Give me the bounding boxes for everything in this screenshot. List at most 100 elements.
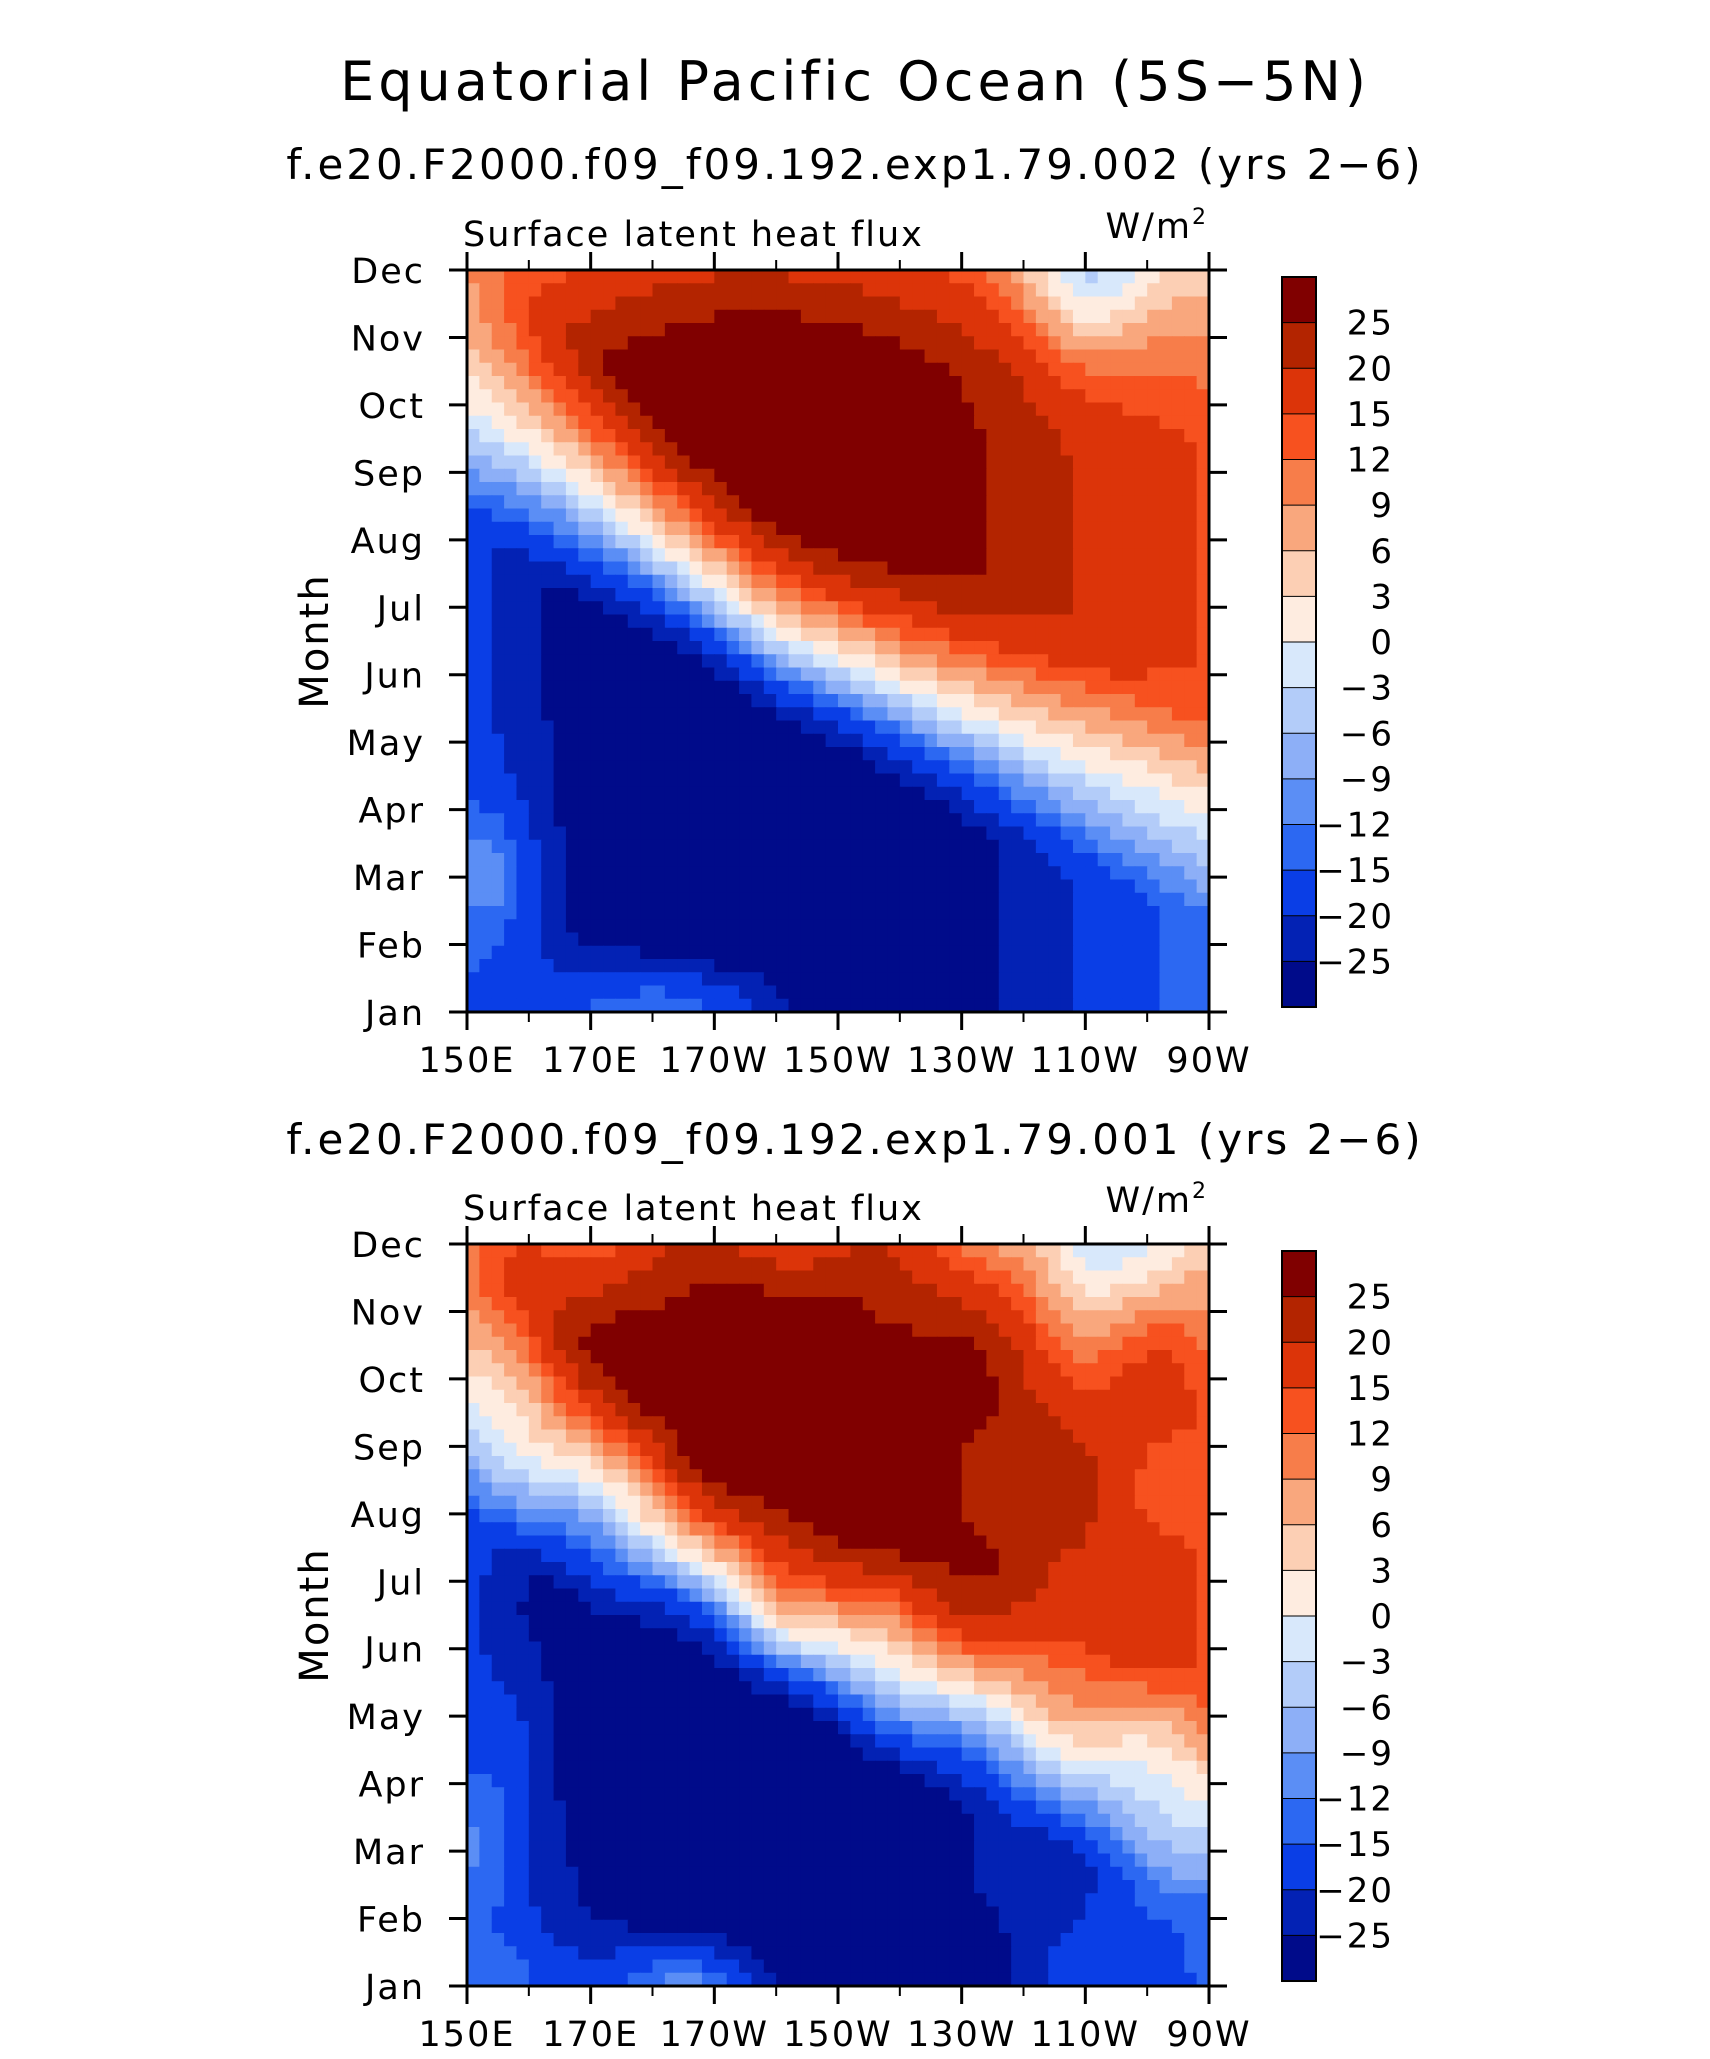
- contour-cell: [677, 508, 691, 523]
- contour-cell: [1147, 362, 1161, 377]
- contour-cell: [961, 1363, 975, 1378]
- contour-cell: [912, 614, 926, 629]
- contour-cell: [1122, 985, 1136, 1000]
- contour-cell: [1011, 482, 1025, 496]
- contour-cell: [776, 786, 790, 801]
- contour-cell: [479, 296, 493, 311]
- contour-cell: [664, 720, 678, 735]
- contour-cell: [1085, 959, 1099, 973]
- contour-cell: [615, 1469, 629, 1484]
- contour-cell: [1035, 296, 1049, 311]
- contour-cell: [751, 1469, 765, 1484]
- contour-cell: [899, 826, 913, 841]
- contour-cell: [565, 786, 579, 801]
- y-tick-label: May: [347, 724, 425, 764]
- contour-cell: [714, 747, 728, 761]
- contour-cell: [776, 601, 790, 616]
- contour-cell: [986, 309, 1000, 324]
- contour-cell: [479, 1575, 493, 1590]
- contour-cell: [701, 521, 715, 536]
- contour-cell: [1122, 773, 1136, 788]
- contour-cell: [949, 932, 963, 947]
- contour-cell: [701, 694, 715, 708]
- contour-cell: [825, 495, 839, 510]
- contour-cell: [788, 1482, 802, 1497]
- contour-cell: [1035, 1376, 1049, 1391]
- contour-cell: [664, 1389, 678, 1404]
- contour-cell: [603, 1376, 616, 1391]
- contour-cell: [1196, 773, 1209, 788]
- contour-cell: [1159, 1389, 1173, 1404]
- contour-cell: [479, 1310, 493, 1325]
- contour-cell: [516, 1562, 530, 1576]
- contour-cell: [689, 535, 703, 549]
- contour-cell: [541, 535, 555, 549]
- contour-cell: [800, 1270, 814, 1285]
- contour-cell: [1023, 442, 1037, 457]
- contour-cell: [1134, 548, 1148, 563]
- contour-cell: [1134, 561, 1148, 576]
- contour-cell: [652, 932, 666, 947]
- contour-cell: [479, 601, 493, 616]
- contour-cell: [479, 309, 493, 324]
- contour-cell: [479, 919, 493, 934]
- contour-cell: [677, 376, 691, 390]
- contour-cell: [936, 1509, 950, 1523]
- contour-cell: [800, 548, 814, 563]
- contour-cell: [1035, 919, 1049, 934]
- contour-cell: [862, 1389, 876, 1404]
- contour-cell: [887, 1416, 901, 1431]
- contour-cell: [603, 495, 616, 510]
- contour-cell: [627, 482, 641, 496]
- contour-cell: [1159, 906, 1173, 920]
- contour-cell: [813, 521, 827, 536]
- contour-cell: [1035, 1509, 1049, 1523]
- contour-cell: [1122, 866, 1136, 881]
- contour-cell: [491, 482, 505, 496]
- contour-cell: [899, 349, 913, 364]
- contour-cell: [479, 1442, 493, 1457]
- legend-label: 15: [1347, 395, 1394, 435]
- contour-cell: [912, 588, 926, 602]
- contour-cell: [776, 998, 790, 1012]
- contour-cell: [850, 747, 864, 761]
- contour-cell: [739, 985, 753, 1000]
- contour-cell: [862, 1469, 876, 1484]
- contour-cell: [615, 1456, 629, 1470]
- contour-cell: [875, 1416, 889, 1431]
- contour-cell: [516, 707, 530, 722]
- contour-cell: [998, 495, 1012, 510]
- contour-cell: [504, 1257, 518, 1272]
- contour-cell: [936, 1522, 950, 1537]
- contour-cell: [603, 733, 616, 748]
- contour-cell: [1085, 402, 1099, 417]
- contour-cell: [701, 1310, 715, 1325]
- contour-cell: [714, 680, 728, 695]
- contour-cell: [862, 680, 876, 695]
- contour-cell: [788, 985, 802, 1000]
- contour-cell: [578, 932, 592, 947]
- contour-cell: [1184, 574, 1198, 589]
- contour-cell: [491, 1270, 505, 1285]
- contour-cell: [875, 654, 889, 669]
- contour-cell: [553, 707, 567, 722]
- contour-cell: [491, 853, 505, 867]
- contour-cell: [825, 879, 839, 894]
- contour-cell: [479, 707, 493, 722]
- contour-cell: [677, 1456, 691, 1470]
- contour-cell: [1085, 349, 1099, 364]
- contour-cell: [640, 429, 654, 443]
- contour-cell: [936, 866, 950, 881]
- contour-cell: [1134, 283, 1148, 298]
- contour-cell: [1159, 680, 1173, 695]
- contour-cell: [825, 521, 839, 536]
- contour-cell: [689, 270, 703, 284]
- contour-cell: [1011, 1456, 1025, 1470]
- contour-cell: [899, 1482, 913, 1497]
- contour-cell: [800, 1323, 814, 1338]
- contour-cell: [504, 826, 518, 841]
- contour-cell: [1035, 853, 1049, 867]
- contour-cell: [1097, 800, 1111, 814]
- contour-cell: [1097, 1509, 1111, 1523]
- contour-cell: [912, 1297, 926, 1311]
